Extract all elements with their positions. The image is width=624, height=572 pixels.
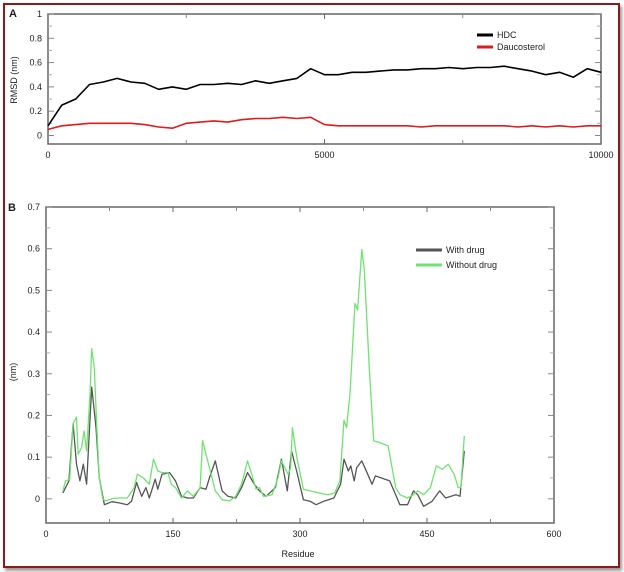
y-tick-label: 0.6	[29, 58, 42, 68]
y-tick-label: 0	[37, 130, 42, 140]
series-line-daucosterol	[47, 116, 601, 131]
y-tick-label: 0.8	[29, 33, 42, 43]
legend-label-daucosterol: Daucosterol	[497, 42, 545, 52]
x-tick-label: 5000	[314, 150, 334, 160]
panel-label-a: A	[9, 8, 17, 20]
chart-a-rmsd: A RMSD (nm) 0 5000 10000 0 0.2 0.4 0.6 0.8 1 HDC…	[9, 8, 614, 160]
series-line-hdc	[47, 65, 602, 127]
y-tick-label: 0.4	[29, 82, 42, 92]
y-axis-label-a: RMSD (nm)	[9, 56, 19, 104]
x-tick-label: 10000	[588, 150, 613, 160]
y-tick-label: 1	[37, 9, 42, 19]
legend-a: HDC Daucosterol	[477, 30, 545, 52]
y-tick-label: 0.2	[29, 106, 42, 116]
figure-border	[3, 3, 620, 568]
legend-label-hdc: HDC	[497, 30, 517, 40]
x-tick-label: 0	[45, 150, 50, 160]
